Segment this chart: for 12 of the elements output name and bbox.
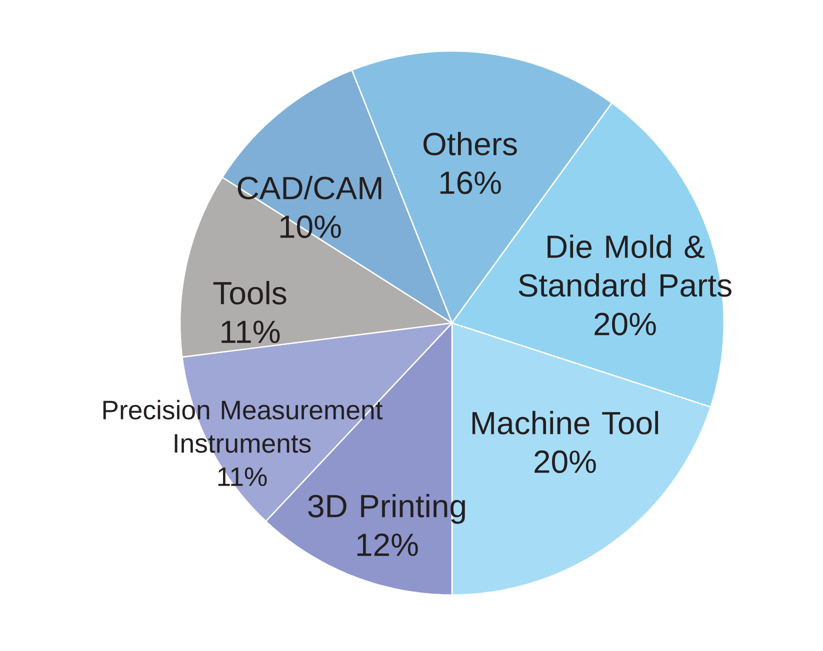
data-label: 11% — [222, 320, 280, 344]
slice-label: Precision Measurement Instruments — [103, 400, 383, 453]
data-label: 20% — [534, 450, 596, 474]
data-label: 20% — [594, 312, 656, 336]
slice-label: Machine Tool — [472, 410, 658, 434]
slice-label: CAD/CAM — [238, 176, 382, 200]
data-label: 16% — [440, 171, 501, 194]
data-label: 12% — [357, 534, 418, 556]
data-label: 11% — [218, 467, 267, 486]
slice-label: Die Mold & Standard Parts — [518, 234, 732, 297]
slice-label: Tools — [213, 280, 286, 304]
slice-label: Others — [423, 132, 517, 156]
